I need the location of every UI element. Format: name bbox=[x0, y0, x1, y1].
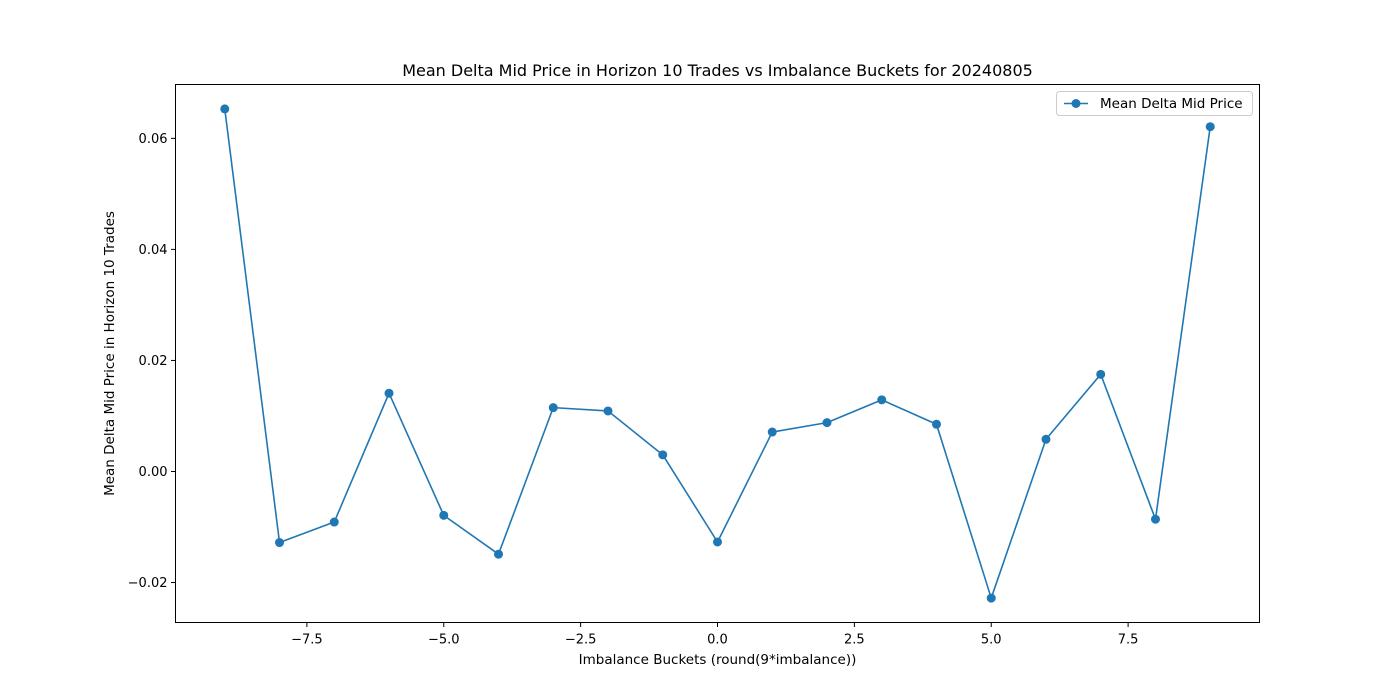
x-axis-title: Imbalance Buckets (round(9*imbalance)) bbox=[579, 652, 857, 668]
data-point bbox=[603, 406, 613, 416]
x-tick-label: −7.5 bbox=[291, 633, 323, 648]
data-point bbox=[439, 510, 449, 520]
data-point bbox=[494, 549, 504, 559]
legend-label: Mean Delta Mid Price bbox=[1100, 96, 1243, 112]
y-tick-label: 0.02 bbox=[139, 354, 168, 369]
x-tick-label: −5.0 bbox=[428, 633, 460, 648]
legend-marker-swatch bbox=[1071, 99, 1081, 108]
data-point bbox=[1150, 514, 1160, 524]
data-point bbox=[986, 593, 996, 603]
data-point bbox=[1096, 369, 1106, 379]
x-tick-label: 7.5 bbox=[1118, 633, 1139, 648]
data-point bbox=[877, 395, 887, 405]
data-point bbox=[713, 537, 722, 547]
data-point bbox=[1041, 434, 1051, 444]
y-tick-label: 0.06 bbox=[139, 132, 168, 147]
plot-area bbox=[220, 104, 1215, 603]
data-point bbox=[658, 450, 668, 460]
data-point bbox=[822, 418, 832, 428]
data-point bbox=[384, 388, 394, 398]
data-point bbox=[931, 419, 941, 429]
y-axis: −0.02 0.00 0.02 0.04 0.06 bbox=[128, 132, 176, 591]
data-point bbox=[329, 517, 339, 527]
chart-title: Mean Delta Mid Price in Horizon 10 Trade… bbox=[402, 61, 1033, 80]
y-axis-title: Mean Delta Mid Price in Horizon 10 Trade… bbox=[102, 211, 118, 496]
data-point bbox=[548, 403, 558, 413]
legend: Mean Delta Mid Price bbox=[1056, 91, 1253, 116]
x-tick-label: 2.5 bbox=[844, 633, 865, 648]
y-tick-label: 0.04 bbox=[139, 243, 168, 258]
x-tick-label: 0.0 bbox=[707, 633, 728, 648]
y-tick-label: −0.02 bbox=[128, 576, 168, 591]
data-point bbox=[1205, 122, 1215, 132]
data-point bbox=[767, 427, 777, 437]
x-tick-label: −2.5 bbox=[565, 633, 597, 648]
series-line bbox=[223, 108, 1212, 599]
data-point bbox=[220, 104, 230, 114]
data-point bbox=[275, 538, 285, 548]
x-tick-label: 5.0 bbox=[981, 633, 1002, 648]
y-tick-label: 0.00 bbox=[139, 465, 168, 480]
x-axis: −7.5 −5.0 −2.5 0.0 2.5 5.0 7.5 bbox=[291, 622, 1139, 648]
legend-box bbox=[1056, 91, 1253, 116]
